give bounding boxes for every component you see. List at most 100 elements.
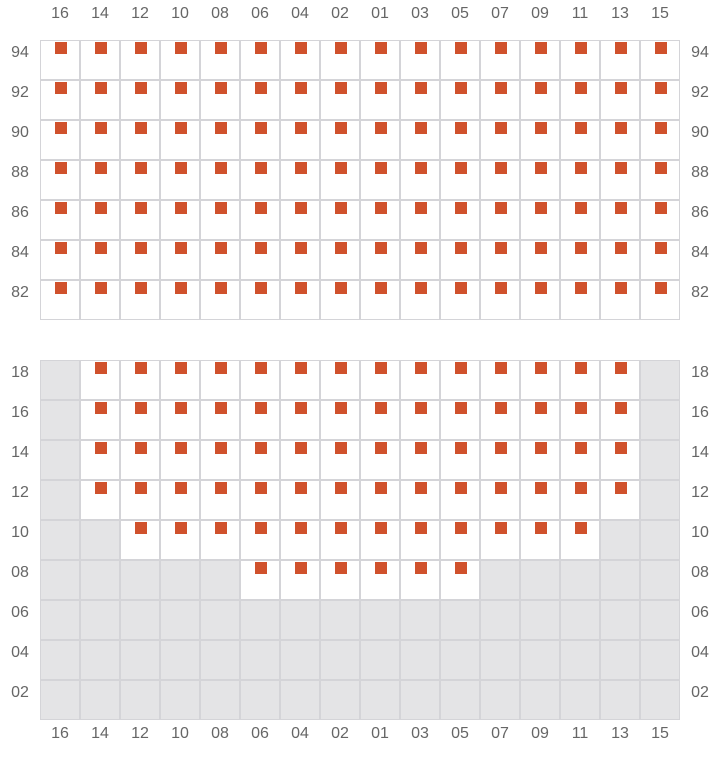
seat-14-12[interactable] — [135, 442, 147, 454]
seat-14-06[interactable] — [255, 442, 267, 454]
seat-94-04[interactable] — [295, 42, 307, 54]
seat-86-02[interactable] — [335, 202, 347, 214]
seat-84-10[interactable] — [175, 242, 187, 254]
seat-86-10[interactable] — [175, 202, 187, 214]
seat-82-08[interactable] — [215, 282, 227, 294]
seat-12-14[interactable] — [95, 482, 107, 494]
seat-88-12[interactable] — [135, 162, 147, 174]
seat-10-07[interactable] — [495, 522, 507, 534]
seat-82-03[interactable] — [415, 282, 427, 294]
seat-14-14[interactable] — [95, 442, 107, 454]
seat-94-09[interactable] — [535, 42, 547, 54]
seat-14-03[interactable] — [415, 442, 427, 454]
seat-84-08[interactable] — [215, 242, 227, 254]
seat-84-01[interactable] — [375, 242, 387, 254]
seat-82-16[interactable] — [55, 282, 67, 294]
seat-82-07[interactable] — [495, 282, 507, 294]
seat-18-01[interactable] — [375, 362, 387, 374]
seat-18-14[interactable] — [95, 362, 107, 374]
seat-16-10[interactable] — [175, 402, 187, 414]
seat-92-12[interactable] — [135, 82, 147, 94]
seat-86-12[interactable] — [135, 202, 147, 214]
seat-94-14[interactable] — [95, 42, 107, 54]
seat-88-02[interactable] — [335, 162, 347, 174]
seat-92-09[interactable] — [535, 82, 547, 94]
seat-90-16[interactable] — [55, 122, 67, 134]
seat-84-11[interactable] — [575, 242, 587, 254]
seat-90-14[interactable] — [95, 122, 107, 134]
seat-90-13[interactable] — [615, 122, 627, 134]
seat-90-08[interactable] — [215, 122, 227, 134]
seat-84-13[interactable] — [615, 242, 627, 254]
seat-14-01[interactable] — [375, 442, 387, 454]
seat-90-07[interactable] — [495, 122, 507, 134]
seat-94-07[interactable] — [495, 42, 507, 54]
seat-16-02[interactable] — [335, 402, 347, 414]
seat-14-05[interactable] — [455, 442, 467, 454]
seat-94-08[interactable] — [215, 42, 227, 54]
seat-82-10[interactable] — [175, 282, 187, 294]
seat-90-15[interactable] — [655, 122, 667, 134]
seat-86-01[interactable] — [375, 202, 387, 214]
seat-84-12[interactable] — [135, 242, 147, 254]
seat-10-04[interactable] — [295, 522, 307, 534]
seat-86-03[interactable] — [415, 202, 427, 214]
seat-82-11[interactable] — [575, 282, 587, 294]
seat-08-03[interactable] — [415, 562, 427, 574]
seat-10-09[interactable] — [535, 522, 547, 534]
seat-12-02[interactable] — [335, 482, 347, 494]
seat-88-03[interactable] — [415, 162, 427, 174]
seat-88-08[interactable] — [215, 162, 227, 174]
seat-94-03[interactable] — [415, 42, 427, 54]
seat-18-08[interactable] — [215, 362, 227, 374]
seat-82-01[interactable] — [375, 282, 387, 294]
seat-84-09[interactable] — [535, 242, 547, 254]
seat-84-06[interactable] — [255, 242, 267, 254]
seat-90-06[interactable] — [255, 122, 267, 134]
seat-92-06[interactable] — [255, 82, 267, 94]
seat-16-09[interactable] — [535, 402, 547, 414]
seat-16-03[interactable] — [415, 402, 427, 414]
seat-94-16[interactable] — [55, 42, 67, 54]
seat-90-03[interactable] — [415, 122, 427, 134]
seat-10-01[interactable] — [375, 522, 387, 534]
seat-84-05[interactable] — [455, 242, 467, 254]
seat-12-05[interactable] — [455, 482, 467, 494]
seat-16-14[interactable] — [95, 402, 107, 414]
seat-08-06[interactable] — [255, 562, 267, 574]
seat-90-09[interactable] — [535, 122, 547, 134]
seat-94-02[interactable] — [335, 42, 347, 54]
seat-88-01[interactable] — [375, 162, 387, 174]
seat-10-05[interactable] — [455, 522, 467, 534]
seat-82-15[interactable] — [655, 282, 667, 294]
seat-90-11[interactable] — [575, 122, 587, 134]
seat-94-10[interactable] — [175, 42, 187, 54]
seat-14-04[interactable] — [295, 442, 307, 454]
seat-94-05[interactable] — [455, 42, 467, 54]
seat-16-11[interactable] — [575, 402, 587, 414]
seat-10-11[interactable] — [575, 522, 587, 534]
seat-18-05[interactable] — [455, 362, 467, 374]
seat-16-04[interactable] — [295, 402, 307, 414]
seat-16-06[interactable] — [255, 402, 267, 414]
seat-84-15[interactable] — [655, 242, 667, 254]
seat-16-05[interactable] — [455, 402, 467, 414]
seat-88-10[interactable] — [175, 162, 187, 174]
seat-16-08[interactable] — [215, 402, 227, 414]
seat-88-06[interactable] — [255, 162, 267, 174]
seat-88-07[interactable] — [495, 162, 507, 174]
seat-10-02[interactable] — [335, 522, 347, 534]
seat-86-04[interactable] — [295, 202, 307, 214]
seat-08-02[interactable] — [335, 562, 347, 574]
seat-08-05[interactable] — [455, 562, 467, 574]
seat-10-12[interactable] — [135, 522, 147, 534]
seat-12-13[interactable] — [615, 482, 627, 494]
seat-18-07[interactable] — [495, 362, 507, 374]
seat-88-11[interactable] — [575, 162, 587, 174]
seat-16-01[interactable] — [375, 402, 387, 414]
seat-92-05[interactable] — [455, 82, 467, 94]
seat-84-03[interactable] — [415, 242, 427, 254]
seat-82-14[interactable] — [95, 282, 107, 294]
seat-92-01[interactable] — [375, 82, 387, 94]
seat-88-13[interactable] — [615, 162, 627, 174]
